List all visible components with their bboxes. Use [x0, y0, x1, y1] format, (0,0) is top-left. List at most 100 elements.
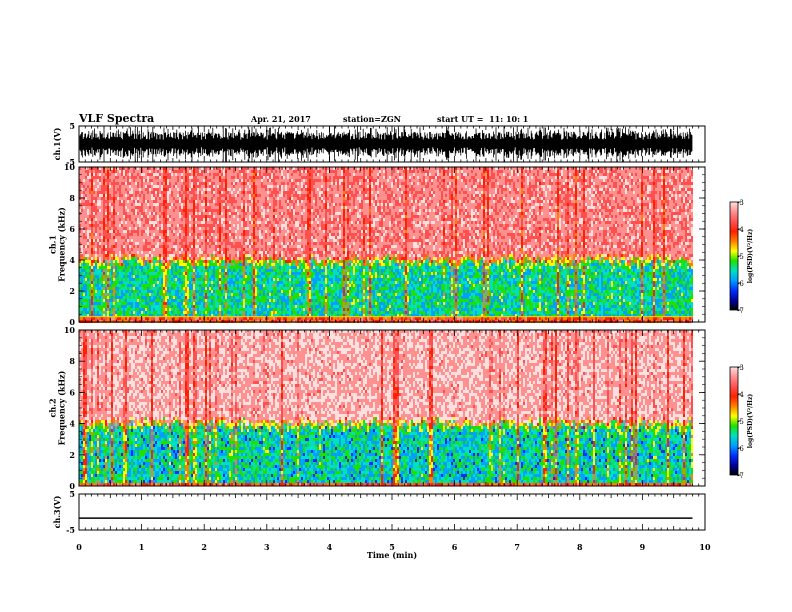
spectrogram-cell — [95, 227, 97, 230]
spectrogram-cell — [81, 272, 83, 275]
spectrogram-cell — [115, 281, 117, 284]
spectrogram-cell — [129, 242, 131, 245]
spectrogram-cell — [109, 302, 111, 305]
spectrogram-cell — [81, 239, 83, 242]
spectrogram-cell — [89, 281, 91, 284]
spectrogram-cell — [121, 293, 123, 296]
spectrogram-cell — [85, 257, 87, 260]
spectrogram-cell — [135, 299, 137, 302]
spectrogram-cell — [131, 194, 133, 197]
spectrogram-cell — [81, 287, 83, 290]
spectrogram-cell — [123, 263, 125, 266]
spectrogram-cell — [123, 212, 125, 215]
spectrogram-cell — [119, 284, 121, 287]
spectrogram-cell — [107, 284, 109, 287]
spectrogram-cell — [91, 221, 93, 224]
spectrogram-cell — [101, 278, 103, 281]
spectrogram-cell — [97, 239, 99, 242]
spectrogram-cell — [109, 296, 111, 299]
spectrogram-cell — [103, 221, 105, 224]
spectrogram-cell — [111, 278, 113, 281]
spectrogram-cell — [91, 287, 93, 290]
spectrogram-cell — [119, 218, 121, 221]
spectrogram-cell — [105, 227, 107, 230]
spectrogram-cell — [83, 287, 85, 290]
spectrogram-cell — [119, 305, 121, 308]
spectrogram-cell — [135, 179, 137, 182]
spectrogram-cell — [125, 257, 127, 260]
spectrogram-cell — [123, 266, 125, 269]
spectrogram-cell — [109, 290, 111, 293]
spectrogram-cell — [103, 278, 105, 281]
spectrogram-cell — [89, 299, 91, 302]
spectrogram-cell — [119, 221, 121, 224]
spectrogram-cell — [87, 296, 89, 299]
spectrogram-cell — [91, 245, 93, 248]
spectrogram-cell — [123, 188, 125, 191]
spectrogram-cell — [127, 230, 129, 233]
spectrogram-cell — [93, 182, 95, 185]
spectrogram-cell — [83, 170, 85, 173]
spectrogram-cell — [87, 176, 89, 179]
spectrogram-cell — [81, 215, 83, 218]
spectrogram-cell — [95, 209, 97, 212]
spectrogram-cell — [133, 176, 135, 179]
spectrogram-cell — [111, 272, 113, 275]
spectrogram-cell — [91, 236, 93, 239]
spectrogram-cell — [97, 254, 99, 257]
spectrogram-cell — [91, 197, 93, 200]
spectrogram-cell — [131, 284, 133, 287]
spectrogram-cell — [127, 278, 129, 281]
spectrogram-cell — [87, 242, 89, 245]
spectrogram-cell — [85, 239, 87, 242]
spectrogram-cell — [101, 317, 103, 320]
spectrogram-cell — [105, 218, 107, 221]
spectrogram-cell — [125, 293, 127, 296]
spectrogram-cell — [117, 272, 119, 275]
spectrogram-cell — [117, 218, 119, 221]
spectrogram-cell — [83, 203, 85, 206]
spectrogram-cell — [109, 203, 111, 206]
spectrogram-cell — [105, 230, 107, 233]
spectrogram-cell — [97, 299, 99, 302]
spectrogram-cell — [119, 239, 121, 242]
spectrogram-cell — [133, 206, 135, 209]
spectrogram-cell — [103, 224, 105, 227]
spectrogram-cell — [133, 272, 135, 275]
spectrogram-cell — [113, 242, 115, 245]
spectrogram-cell — [137, 170, 139, 173]
spectrogram-cell — [127, 263, 129, 266]
spectrogram-cell — [125, 281, 127, 284]
spectrogram-cell — [97, 296, 99, 299]
spectrogram-cell — [107, 266, 109, 269]
spectrogram-cell — [103, 248, 105, 251]
spectrogram-cell — [135, 224, 137, 227]
spectrogram-cell — [103, 233, 105, 236]
spectrogram-cell — [119, 224, 121, 227]
spectrogram-cell — [129, 254, 131, 257]
spectrogram-cell — [91, 206, 93, 209]
spectrogram-cell — [81, 302, 83, 305]
spectrogram-cell — [111, 218, 113, 221]
spectrogram-cell — [83, 248, 85, 251]
spectrogram-cell — [125, 227, 127, 230]
spectrogram-cell — [97, 260, 99, 263]
spectrogram-cell — [89, 290, 91, 293]
spectrogram-cell — [123, 269, 125, 272]
spectrogram-cell — [115, 233, 117, 236]
spectrogram-cell — [125, 200, 127, 203]
spectrogram-cell — [105, 260, 107, 263]
spectrogram-cell — [115, 221, 117, 224]
spectrogram-cell — [129, 206, 131, 209]
spectrogram-cell — [113, 209, 115, 212]
spectrogram-cell — [121, 227, 123, 230]
spectrogram-cell — [119, 188, 121, 191]
spectrogram-cell — [123, 245, 125, 248]
spectrogram-cell — [87, 278, 89, 281]
spectrogram-cell — [101, 227, 103, 230]
spectrogram-cell — [93, 206, 95, 209]
spectrogram-cell — [131, 305, 133, 308]
spectrogram-cell — [109, 224, 111, 227]
spectrogram-cell — [87, 197, 89, 200]
spectrogram-cell — [111, 260, 113, 263]
